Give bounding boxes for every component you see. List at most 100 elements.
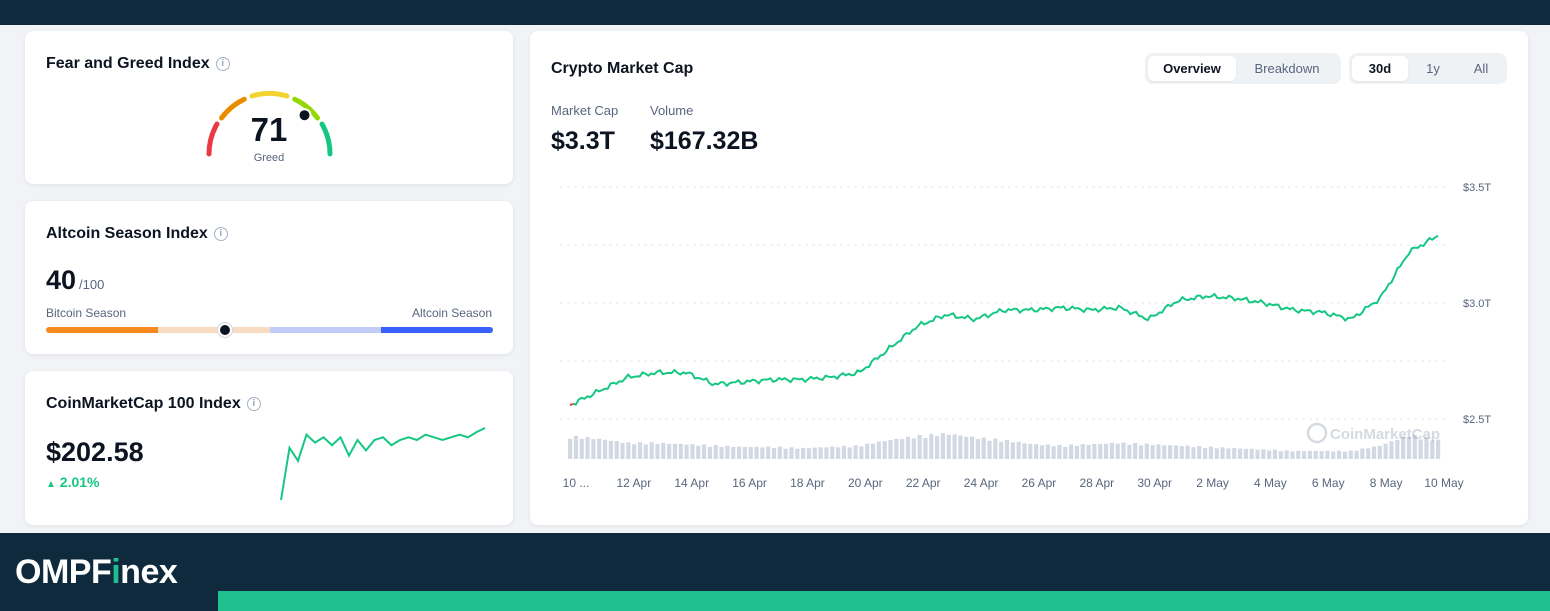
- volume-bar: [789, 447, 794, 459]
- brand-logo: OMPFinex: [15, 553, 178, 592]
- chart-gridlines: [560, 186, 1445, 420]
- volume-bar: [783, 448, 788, 459]
- x-tick-label: 14 Apr: [674, 476, 709, 490]
- volume-bar: [1278, 451, 1283, 459]
- volume-bar: [713, 445, 718, 459]
- volume-bar: [777, 446, 782, 459]
- volume-bar: [1004, 439, 1010, 459]
- volume-bar: [894, 438, 899, 459]
- info-icon[interactable]: i: [213, 227, 228, 241]
- market-cap-value: $3.3T: [551, 127, 615, 155]
- volume-bar: [882, 441, 887, 459]
- volume-bar: [1057, 444, 1062, 459]
- volume-bar: [1267, 450, 1272, 459]
- volume-bar: [1185, 445, 1190, 459]
- volume-bar: [591, 439, 596, 459]
- info-icon[interactable]: i: [215, 57, 230, 71]
- volume-bar: [667, 443, 672, 459]
- volume-bar: [620, 443, 625, 459]
- y-tick-label: $3.5T: [1463, 182, 1491, 194]
- volume-bar: [1074, 445, 1080, 459]
- cmc100-card[interactable]: CoinMarketCap 100 Index i $202.58 ▲ 2.01…: [25, 371, 513, 525]
- volume-bar: [1022, 443, 1027, 459]
- volume-bar: [672, 443, 678, 459]
- tab-breakdown[interactable]: Breakdown: [1236, 56, 1338, 81]
- altcoin-season-title: Altcoin Season Index i: [46, 225, 228, 243]
- altcoin-season-card[interactable]: Altcoin Season Index i 40/100 Bitcoin Se…: [25, 201, 513, 354]
- gauge-fear-segment: [219, 96, 247, 121]
- volume-bar: [853, 445, 858, 459]
- volume-bar: [1313, 450, 1318, 459]
- volume-bar: [1336, 450, 1342, 459]
- volume-bar: [958, 435, 963, 459]
- volume-bar: [1173, 445, 1179, 459]
- volume-label: Volume: [650, 103, 694, 118]
- volume-bar: [1138, 445, 1144, 459]
- x-tick-label: 22 Apr: [906, 476, 941, 490]
- volume-bar: [690, 444, 695, 459]
- volume-bar: [1395, 439, 1400, 459]
- volume-bar: [870, 443, 876, 459]
- x-tick-label: 6 May: [1312, 476, 1345, 490]
- volume-bar: [1255, 449, 1260, 459]
- volume-bar: [1109, 442, 1114, 459]
- fear-greed-title-text: Fear and Greed Index: [46, 55, 210, 72]
- volume-bar: [1214, 448, 1219, 459]
- volume-bar: [725, 445, 730, 459]
- brand-logo-accent: i: [111, 553, 121, 591]
- volume-bar: [929, 433, 934, 459]
- range-30d-button[interactable]: 30d: [1352, 56, 1408, 81]
- top-bar: [0, 0, 1550, 25]
- market-cap-line-down: [569, 402, 574, 407]
- volume-bar: [602, 439, 608, 459]
- volume-bar: [1103, 443, 1109, 459]
- market-cap-chart[interactable]: CoinMarketCap $3.5T $3.0T $2.5T 10 ... 12 A…: [530, 31, 1528, 525]
- volume-bar: [1086, 444, 1091, 459]
- volume-bar: [1068, 444, 1074, 459]
- volume-bar: [1179, 446, 1184, 459]
- volume-bar: [1430, 440, 1435, 459]
- volume-bar: [795, 448, 800, 459]
- range-all-button[interactable]: All: [1458, 56, 1504, 81]
- volume-bar: [1039, 445, 1045, 459]
- volume-bar: [1220, 447, 1225, 459]
- cmc100-change: ▲ 2.01%: [46, 474, 100, 490]
- volume-bar: [981, 437, 986, 459]
- fear-greed-value: 71: [250, 111, 288, 148]
- tab-overview[interactable]: Overview: [1148, 56, 1236, 81]
- x-tick-label: 10 May: [1424, 476, 1463, 490]
- volume-bar: [1034, 444, 1039, 459]
- volume-bar: [1307, 450, 1313, 459]
- volume-bar: [579, 438, 584, 459]
- range-1y-button[interactable]: 1y: [1408, 56, 1458, 81]
- cmc100-value: $202.58: [46, 437, 144, 467]
- volume-bar: [626, 442, 631, 459]
- altcoin-value-number: 40: [46, 265, 77, 295]
- info-icon[interactable]: i: [246, 397, 261, 411]
- volume-bar: [900, 439, 905, 459]
- volume-bar: [643, 444, 648, 459]
- volume-bar: [1168, 445, 1173, 459]
- gauge-neutral-segment: [249, 90, 290, 99]
- volume-bar: [1156, 444, 1161, 459]
- volume-bar: [742, 447, 747, 459]
- x-tick-label: 30 Apr: [1137, 476, 1172, 490]
- volume-value: $167.32B: [650, 127, 759, 155]
- volume-bar: [1272, 449, 1278, 459]
- cmc100-title: CoinMarketCap 100 Index i: [46, 395, 261, 413]
- fear-greed-card[interactable]: Fear and Greed Index i 71 Greed: [25, 31, 513, 184]
- volume-bar: [940, 433, 946, 459]
- volume-bar: [719, 446, 724, 459]
- volume-bar: [1232, 448, 1237, 459]
- volume-bar: [1010, 442, 1015, 459]
- market-cap-card[interactable]: Crypto Market Cap Overview Breakdown 30d…: [530, 31, 1528, 525]
- volume-bar: [1127, 444, 1132, 459]
- volume-bar: [1302, 451, 1307, 459]
- market-cap-line-up: [572, 234, 1439, 406]
- volume-bar: [1418, 439, 1423, 459]
- volume-bar: [1133, 442, 1138, 459]
- volume-bar: [701, 444, 707, 459]
- volume-bar: [1319, 451, 1324, 459]
- fear-greed-label: Greed: [253, 152, 285, 164]
- volume-bar: [1098, 443, 1103, 459]
